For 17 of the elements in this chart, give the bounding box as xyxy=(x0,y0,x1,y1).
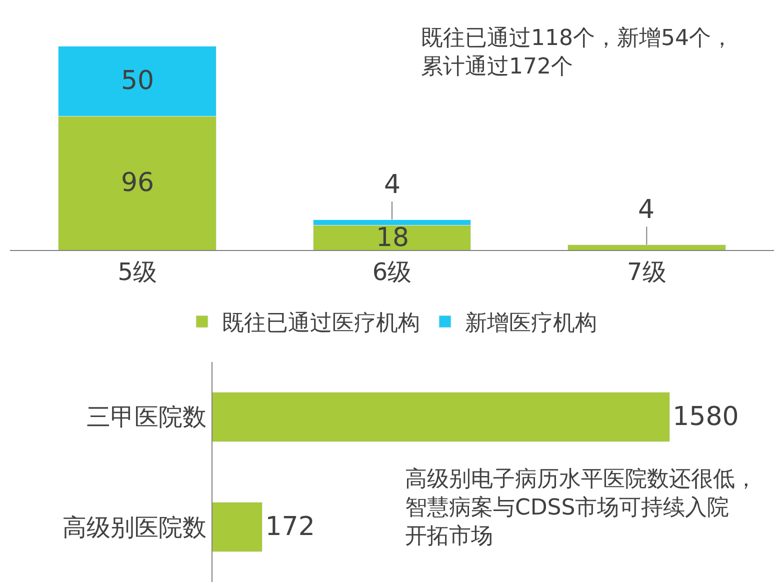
bar xyxy=(567,244,726,250)
data-label: 50 xyxy=(121,66,154,96)
y-tick-label: 三甲医院数 xyxy=(86,403,207,432)
data-label: 96 xyxy=(121,168,154,198)
legend-label: 新增医疗机构 xyxy=(465,311,597,336)
y-tick-label: 高级别医院数 xyxy=(62,513,207,542)
annotation: 既往已通过118个，新增54个，累计通过172个 xyxy=(421,26,733,80)
data-label: 18 xyxy=(376,223,410,253)
data-label: 1580 xyxy=(672,402,739,432)
data-label: 4 xyxy=(638,195,655,225)
legend-label: 既往已通过医疗机构 xyxy=(222,311,420,336)
x-tick-label: 7级 xyxy=(627,258,666,286)
data-label: 172 xyxy=(265,512,315,542)
data-label: 4 xyxy=(384,170,401,200)
x-tick-label: 5级 xyxy=(118,258,157,286)
annotation: 高级别电子病历水平医院数还很低，智慧病案与CDSS市场可持续入院开拓市场 xyxy=(405,467,757,550)
x-tick-label: 6级 xyxy=(372,258,412,286)
